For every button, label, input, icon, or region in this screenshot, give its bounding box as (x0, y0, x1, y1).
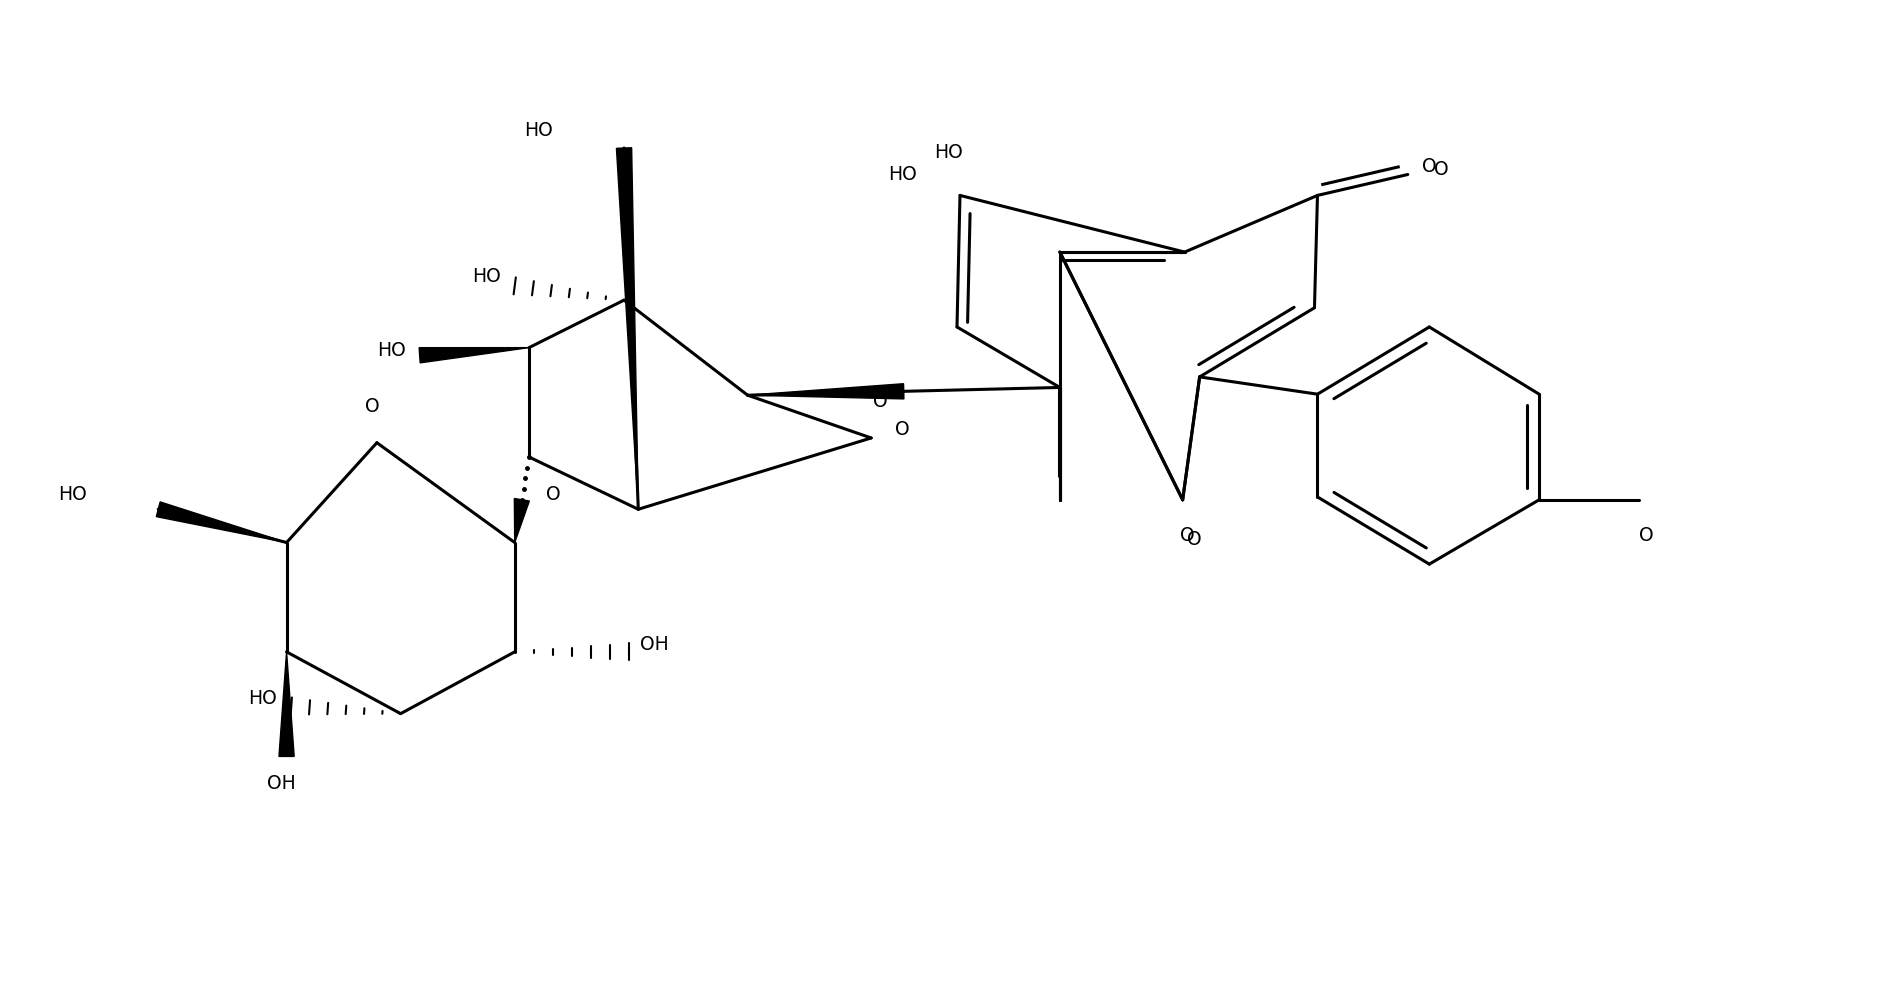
Polygon shape (280, 651, 295, 756)
Text: HO: HO (377, 341, 406, 360)
Text: O: O (1186, 531, 1201, 549)
Text: O: O (1434, 160, 1449, 179)
Text: HO: HO (889, 165, 918, 184)
Text: O: O (546, 485, 560, 505)
Polygon shape (617, 148, 638, 509)
Text: HO: HO (935, 144, 963, 162)
Polygon shape (748, 384, 904, 399)
Text: HO: HO (472, 267, 501, 286)
Text: HO: HO (524, 122, 552, 141)
Text: O: O (366, 397, 379, 416)
Polygon shape (419, 347, 529, 363)
Text: O: O (895, 420, 908, 439)
Text: OH: OH (267, 773, 297, 793)
Text: O: O (1422, 157, 1438, 176)
Text: O: O (1180, 527, 1194, 545)
Text: OH: OH (640, 635, 668, 653)
Text: O: O (874, 392, 887, 412)
Text: HO: HO (248, 689, 278, 708)
Text: O: O (1639, 527, 1655, 545)
Polygon shape (156, 502, 288, 543)
Polygon shape (514, 499, 529, 543)
Text: HO: HO (59, 485, 88, 505)
